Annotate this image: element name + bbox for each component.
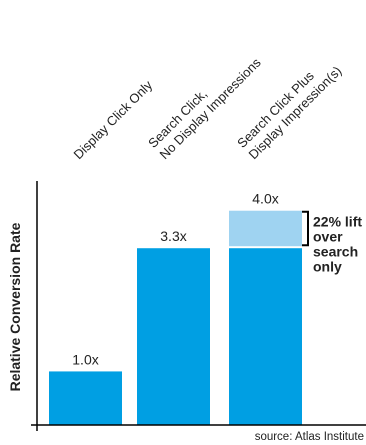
category-label-2: Display Impression(s) — [246, 63, 345, 162]
lift-annotation-line: over — [313, 229, 343, 245]
bar-2-base — [229, 248, 302, 425]
value-label-1: 3.3x — [160, 228, 186, 244]
y-axis-label: Relative Conversion Rate — [7, 222, 23, 391]
category-label-0: Display Click Only — [71, 77, 156, 162]
value-label-0: 1.0x — [72, 351, 98, 367]
bars — [49, 210, 302, 425]
lift-annotation-line: 22% lift — [313, 214, 362, 230]
value-label-2: 4.0x — [252, 191, 278, 207]
source-credit: source: Atlas Institute — [255, 431, 364, 443]
lift-bracket — [302, 210, 309, 247]
value-labels: 1.0x 3.3x 4.0x — [72, 191, 278, 368]
bar-0 — [49, 371, 122, 425]
bar-2-lift — [229, 210, 302, 247]
lift-annotation-line: search — [313, 244, 358, 260]
lift-annotation-line: only — [313, 259, 342, 275]
bar-1 — [137, 248, 210, 425]
